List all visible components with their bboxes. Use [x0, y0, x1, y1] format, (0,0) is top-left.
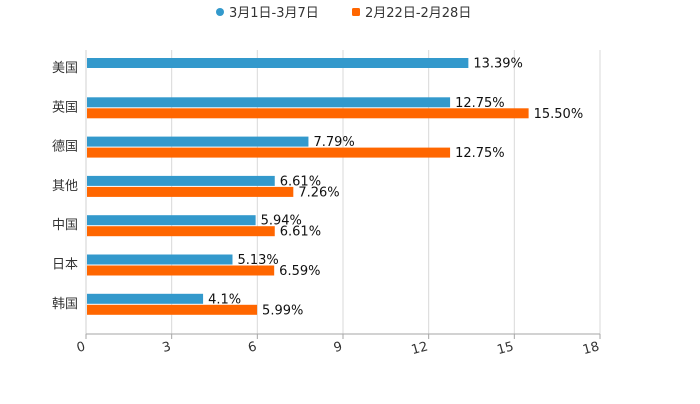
data-label: 7.79%: [313, 135, 354, 150]
data-label: 5.13%: [237, 253, 278, 268]
legend-label: 2月22日-2月28日: [365, 6, 471, 21]
data-label: 13.39%: [473, 57, 523, 72]
bar-series2: [87, 226, 275, 237]
bar-series2: [87, 304, 258, 315]
y-category-label: 美国: [52, 61, 78, 76]
y-category-label: 韩国: [52, 297, 78, 312]
bar-series1: [87, 254, 233, 265]
x-tick-label: 0: [75, 339, 87, 356]
x-tick-label: 6: [246, 339, 258, 356]
y-category-label: 日本: [52, 258, 78, 273]
bar-series1: [87, 136, 309, 147]
bar-series1: [87, 175, 275, 186]
data-label: 6.61%: [280, 225, 321, 240]
x-tick-label: 9: [332, 339, 344, 356]
bar-series2: [87, 265, 275, 276]
y-category-label: 其他: [52, 179, 78, 194]
bar-series1: [87, 293, 204, 304]
data-label: 12.75%: [455, 146, 505, 161]
data-label: 7.26%: [298, 185, 339, 200]
x-tick-label: 3: [161, 339, 173, 356]
bar-series1: [87, 97, 451, 108]
bar-series1: [87, 215, 256, 226]
bar-series1: [87, 58, 469, 68]
data-label: 6.61%: [280, 174, 321, 189]
data-label: 5.99%: [262, 303, 303, 318]
data-label: 12.75%: [455, 96, 505, 111]
bar-series2: [87, 108, 529, 119]
y-category-label: 中国: [52, 218, 78, 233]
legend-marker-series2: [352, 8, 360, 16]
x-tick-label: 15: [496, 339, 516, 358]
data-label: 5.94%: [261, 214, 302, 229]
legend-label: 3月1日-3月7日: [229, 6, 319, 21]
x-tick-label: 18: [581, 339, 601, 358]
data-label: 4.1%: [208, 292, 241, 307]
bar-series2: [87, 147, 451, 158]
legend-marker-series1: [216, 8, 224, 16]
y-category-label: 英国: [52, 100, 78, 115]
data-label: 15.50%: [534, 107, 584, 122]
bar-series2: [87, 186, 294, 197]
y-category-label: 德国: [52, 140, 78, 155]
data-label: 6.59%: [279, 264, 320, 279]
x-tick-label: 12: [410, 339, 430, 358]
